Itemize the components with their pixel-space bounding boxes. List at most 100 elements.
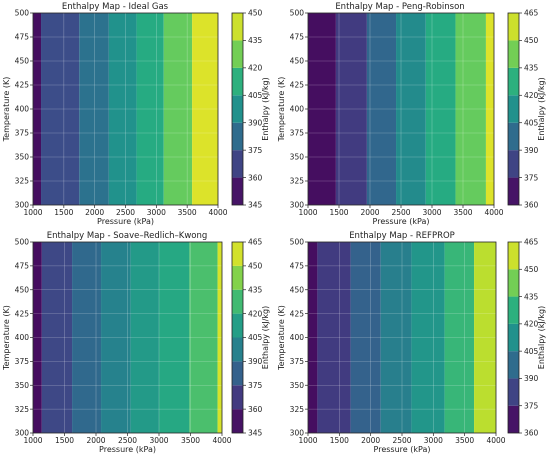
colorbar: 360 375 390 405 420 435 450 465 Enthalpy (kJ/kg) bbox=[507, 238, 546, 438]
colorbar-tick-label: 420 bbox=[524, 320, 539, 329]
y-tick-label: 375 bbox=[290, 357, 305, 366]
x-tick-label: 3500 bbox=[178, 208, 197, 217]
heatmap-band bbox=[217, 242, 222, 433]
colorbar-level bbox=[508, 405, 519, 433]
y-tick-label: 425 bbox=[15, 81, 30, 90]
x-tick-label: 3500 bbox=[453, 208, 472, 217]
x-tick-label: 4000 bbox=[484, 208, 503, 217]
heatmap-band bbox=[308, 242, 318, 433]
x-tick-label: 2000 bbox=[360, 208, 379, 217]
colorbar-level bbox=[232, 242, 243, 266]
y-tick-label: 300 bbox=[15, 201, 30, 210]
colorbar-tick-label: 435 bbox=[248, 285, 263, 294]
y-tick-label: 500 bbox=[290, 9, 305, 18]
colorbar-tick-label: 375 bbox=[524, 401, 539, 410]
panel-title: Enthalpy Map - Peng-Robinson bbox=[335, 2, 464, 12]
y-tick-label: 475 bbox=[15, 262, 30, 271]
y-tick-label: 400 bbox=[290, 333, 305, 342]
heatmap-band bbox=[444, 242, 475, 433]
colorbar-tick-label: 405 bbox=[248, 91, 263, 100]
x-tick-label: 3000 bbox=[147, 208, 166, 217]
colorbar-tick-label: 465 bbox=[248, 238, 263, 247]
colorbar-tick-label: 345 bbox=[248, 201, 263, 210]
y-tick-label: 375 bbox=[290, 129, 305, 138]
colorbar-tick-label: 375 bbox=[248, 146, 263, 155]
y-axis-label: Temperature (K) bbox=[2, 77, 11, 143]
heatmap-band bbox=[72, 242, 102, 433]
heatmap-band bbox=[317, 242, 351, 433]
heatmap-band bbox=[159, 242, 190, 433]
colorbar-level bbox=[508, 122, 519, 151]
y-tick-label: 300 bbox=[15, 429, 30, 438]
colorbar-level bbox=[232, 265, 243, 290]
x-axis-label: Pressure (kPa) bbox=[97, 217, 154, 226]
y-axis-label: Temperature (K) bbox=[277, 77, 286, 143]
colorbar-tick-label: 390 bbox=[524, 374, 539, 383]
colorbar-level bbox=[232, 337, 243, 362]
colorbar-level bbox=[232, 67, 243, 96]
colorbar-tick-label: 465 bbox=[524, 238, 539, 247]
x-tick-label: 3000 bbox=[422, 208, 441, 217]
colorbar-tick-label: 405 bbox=[248, 333, 263, 342]
y-tick-label: 475 bbox=[15, 33, 30, 42]
heatmap-band bbox=[380, 242, 412, 433]
y-tick-label: 325 bbox=[15, 177, 30, 186]
x-tick-label: 4000 bbox=[208, 208, 227, 217]
colorbar-tick-label: 405 bbox=[524, 118, 539, 127]
colorbar-level bbox=[232, 385, 243, 410]
y-tick-label: 400 bbox=[290, 105, 305, 114]
heatmap-panel-4: Enthalpy Map - REFPROP 1000 1500 2000 2500 30… bbox=[277, 231, 546, 454]
colorbar-tick-label: 360 bbox=[524, 429, 539, 438]
colorbar-tick-label: 435 bbox=[524, 64, 539, 73]
y-tick-label: 450 bbox=[15, 285, 30, 294]
colorbar-tick-label: 345 bbox=[248, 429, 263, 438]
heatmap-band bbox=[189, 242, 218, 433]
heatmap-panel-2: Enthalpy Map - Peng-Robinson 1000 1500 2000… bbox=[277, 2, 546, 226]
y-tick-label: 425 bbox=[290, 81, 305, 90]
x-tick-label: 1000 bbox=[298, 208, 317, 217]
y-tick-label: 475 bbox=[290, 262, 305, 271]
colorbar-label: Enthalpy (kJ/kg) bbox=[537, 77, 546, 140]
y-tick-label: 375 bbox=[15, 357, 30, 366]
heatmap-band bbox=[411, 242, 445, 433]
colorbar-level bbox=[508, 40, 519, 68]
y-tick-label: 450 bbox=[290, 285, 305, 294]
y-axis-label: Temperature (K) bbox=[2, 305, 11, 371]
y-tick-label: 325 bbox=[290, 177, 305, 186]
colorbar-level bbox=[232, 95, 243, 123]
x-tick-label: 1500 bbox=[55, 436, 74, 445]
colorbar-tick-label: 420 bbox=[524, 91, 539, 100]
heatmap-band bbox=[79, 13, 109, 205]
x-tick-label: 3500 bbox=[181, 436, 200, 445]
colorbar-level bbox=[232, 313, 243, 338]
colorbar-level bbox=[232, 40, 243, 68]
panel-title: Enthalpy Map - REFPROP bbox=[349, 231, 455, 241]
heatmap-band bbox=[396, 13, 426, 205]
colorbar-level bbox=[508, 177, 519, 205]
colorbar-tick-label: 450 bbox=[248, 262, 263, 271]
x-axis-label: Pressure (kPa) bbox=[374, 445, 431, 454]
colorbar-level bbox=[508, 269, 519, 297]
x-axis-label: Pressure (kPa) bbox=[373, 217, 430, 226]
colorbar-level bbox=[232, 13, 243, 41]
x-tick-label: 2000 bbox=[85, 208, 104, 217]
colorbar-frame bbox=[507, 241, 520, 434]
y-tick-label: 300 bbox=[290, 429, 305, 438]
panel-title: Enthalpy Map - Soave–Redlich–Kwong bbox=[47, 231, 208, 241]
y-tick-label: 500 bbox=[15, 9, 30, 18]
y-tick-label: 350 bbox=[290, 381, 305, 390]
colorbar: 345 360 375 390 405 420 435 450 465 Enthalpy (kJ/… bbox=[231, 238, 270, 438]
colorbar-label: Enthalpy (kJ/kg) bbox=[537, 306, 546, 369]
colorbar-level bbox=[232, 150, 243, 178]
heatmap-band bbox=[485, 13, 494, 205]
colorbar-level bbox=[508, 242, 519, 270]
x-tick-label: 1000 bbox=[23, 436, 42, 445]
y-tick-label: 300 bbox=[290, 201, 305, 210]
heatmap-band bbox=[136, 13, 164, 205]
colorbar-frame bbox=[507, 12, 520, 206]
colorbar-tick-label: 420 bbox=[248, 309, 263, 318]
colorbar-label: Enthalpy (kJ/kg) bbox=[261, 306, 270, 369]
x-tick-label: 2500 bbox=[116, 208, 135, 217]
colorbar-level bbox=[232, 361, 243, 386]
